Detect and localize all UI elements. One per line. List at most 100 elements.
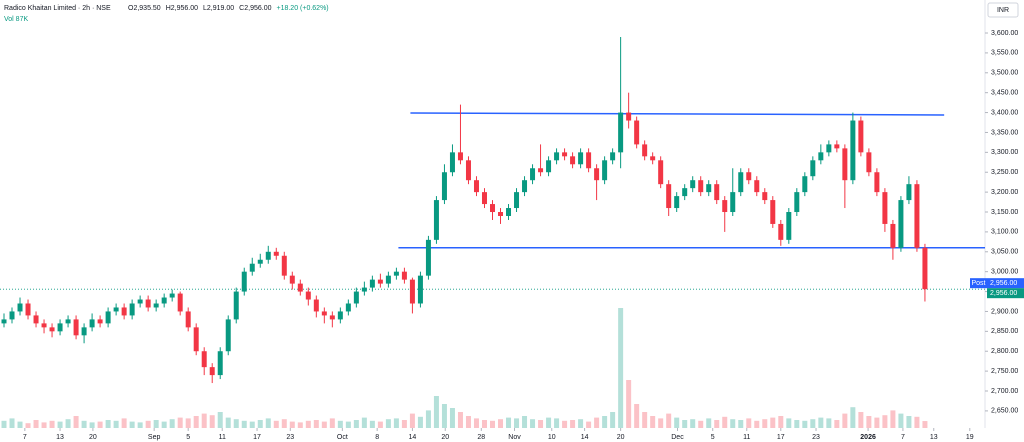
volume-bar <box>401 420 407 428</box>
volume-bar <box>802 420 808 428</box>
candle-body <box>562 152 568 157</box>
candle-body <box>329 315 335 320</box>
candle-body <box>401 271 407 280</box>
candle-body <box>425 239 431 276</box>
candle-body <box>530 168 536 181</box>
candle-body <box>906 184 912 201</box>
candle-body <box>81 327 87 336</box>
candle-body <box>129 303 135 316</box>
volume-bar <box>209 415 215 428</box>
x-tick-label: Oct <box>337 434 348 441</box>
volume-bar <box>433 396 439 428</box>
candle-body <box>385 275 391 284</box>
candle-body <box>634 120 640 145</box>
volume-bar <box>457 412 463 428</box>
volume-bar <box>425 410 431 428</box>
candle-body <box>786 212 792 240</box>
candle-body <box>802 176 808 193</box>
y-tick-label: 2,700.00 <box>991 388 1018 395</box>
candle-body <box>794 192 800 213</box>
candle-body <box>241 271 247 292</box>
candle-body <box>706 184 712 193</box>
x-tick-label: Dec <box>671 434 684 441</box>
candle-body <box>890 223 896 248</box>
volume-bar <box>818 417 824 428</box>
volume-bar <box>145 420 151 428</box>
volume-bar <box>1 420 7 428</box>
volume-label: Vol 87K <box>4 16 28 23</box>
candle-body <box>121 307 127 316</box>
candle-body <box>153 303 159 308</box>
y-tick-label: 3,200.00 <box>991 189 1018 196</box>
volume-bar <box>490 420 495 428</box>
candle-body <box>874 172 880 193</box>
volume-bar <box>666 413 672 428</box>
volume-bar <box>73 416 79 428</box>
y-tick-label: 3,500.00 <box>991 70 1018 77</box>
volume-bar <box>722 416 728 428</box>
candle-body <box>161 297 167 304</box>
candle-body <box>49 327 55 332</box>
volume-bar <box>161 421 167 428</box>
ohlc-label: H2,956.00 <box>166 5 198 12</box>
candle-body <box>481 192 487 205</box>
candle-body <box>490 204 495 213</box>
last-price-box <box>987 288 1024 299</box>
candle-body <box>89 319 95 328</box>
volume-bar <box>642 412 648 428</box>
volume-bar <box>409 413 415 428</box>
volume-bar <box>922 421 928 428</box>
volume-bar <box>473 418 479 428</box>
y-tick-label: 2,900.00 <box>991 308 1018 315</box>
post-price-box <box>987 278 1024 289</box>
volume-bar <box>674 417 680 428</box>
volume-bar <box>65 419 71 428</box>
x-tick-label: 23 <box>286 434 294 441</box>
currency[interactable]: INR <box>997 7 1009 14</box>
y-tick-label: 3,150.00 <box>991 209 1018 216</box>
candle-body <box>137 299 143 304</box>
candle-body <box>209 367 215 376</box>
volume-bar <box>177 417 183 428</box>
volume-bar <box>706 418 712 428</box>
volume-bar <box>538 420 544 428</box>
candle-body <box>722 200 728 213</box>
y-tick-label: 3,000.00 <box>991 269 1018 276</box>
volume-bar <box>265 418 271 428</box>
volume-bar <box>626 380 632 428</box>
candle-body <box>361 287 367 292</box>
volume-bar <box>241 420 247 428</box>
candle-body <box>506 208 512 216</box>
candle-body <box>201 351 207 368</box>
volume-bar <box>289 421 295 428</box>
x-tick-label: 7 <box>23 434 27 441</box>
x-tick-label: 17 <box>777 434 785 441</box>
x-tick-label: 20 <box>617 434 625 441</box>
volume-bar <box>25 423 31 428</box>
volume-bar <box>297 422 303 428</box>
candle-body <box>922 247 928 290</box>
volume-bar <box>618 308 624 428</box>
x-tick-label: 10 <box>548 434 556 441</box>
volume-bar <box>233 419 239 428</box>
volume-bar <box>393 418 399 428</box>
candle-body <box>337 311 343 320</box>
candle-body <box>377 279 383 284</box>
y-tick-label: 3,600.00 <box>991 30 1018 37</box>
volume-bar <box>570 420 576 428</box>
volume-bar <box>465 416 471 428</box>
post-tag <box>970 278 987 289</box>
volume-bar <box>578 419 584 428</box>
volume-bar <box>874 417 880 428</box>
volume-bar <box>257 420 263 428</box>
currency-box[interactable] <box>987 2 1019 18</box>
candle-body <box>145 299 151 308</box>
candle-body <box>650 156 656 161</box>
volume-bar <box>842 413 848 428</box>
candle-body <box>538 168 544 173</box>
volume-bar <box>610 412 616 428</box>
volume-bar <box>554 418 560 428</box>
x-tick-label: 20 <box>441 434 449 441</box>
volume-bar <box>634 404 640 428</box>
